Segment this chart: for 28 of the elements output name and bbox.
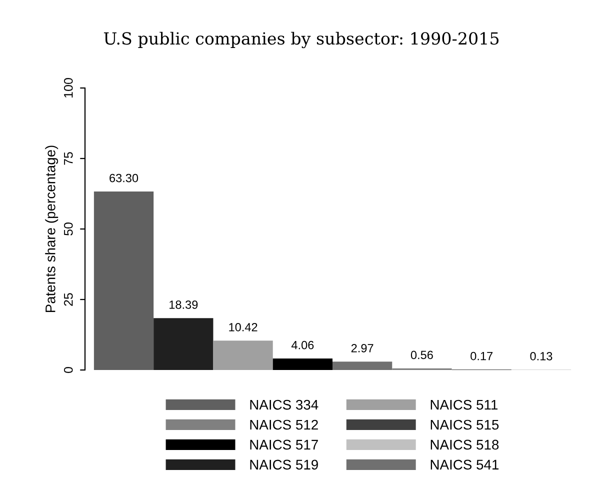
y-axis-title: Patents share (percentage) — [45, 146, 58, 312]
legend-label: NAICS 512 — [250, 420, 318, 430]
data-label: 0.56 — [410, 350, 433, 360]
bar — [272, 358, 332, 370]
bar — [94, 191, 154, 370]
data-label: 4.06 — [291, 340, 314, 350]
legend-label: NAICS 541 — [430, 460, 499, 470]
data-label: 0.17 — [470, 352, 492, 360]
bar — [332, 362, 392, 370]
data-label: 0.13 — [530, 352, 552, 360]
data-label: 2.97 — [351, 344, 374, 352]
bar — [213, 340, 273, 370]
y-tick-label: 25 — [64, 293, 73, 306]
y-tick-label: 75 — [64, 152, 73, 165]
legend-label: NAICS 515 — [430, 420, 499, 430]
data-label: 10.42 — [229, 322, 258, 332]
legend-label: NAICS 518 — [430, 440, 499, 450]
chart-title: U.S public companies by subsector: 1990-2015 — [104, 32, 499, 48]
y-tick-label: 50 — [64, 222, 73, 236]
legend-label: NAICS 511 — [430, 400, 498, 410]
data-label: 18.39 — [170, 300, 198, 309]
y-tick-label: 100 — [64, 78, 73, 98]
legend-label: NAICS 519 — [250, 460, 318, 470]
legend-label: NAICS 334 — [250, 400, 318, 410]
bar — [154, 318, 214, 370]
y-tick-label: 0 — [64, 367, 73, 373]
data-label: 63.30 — [110, 174, 138, 182]
legend-label: NAICS 517 — [250, 440, 318, 450]
